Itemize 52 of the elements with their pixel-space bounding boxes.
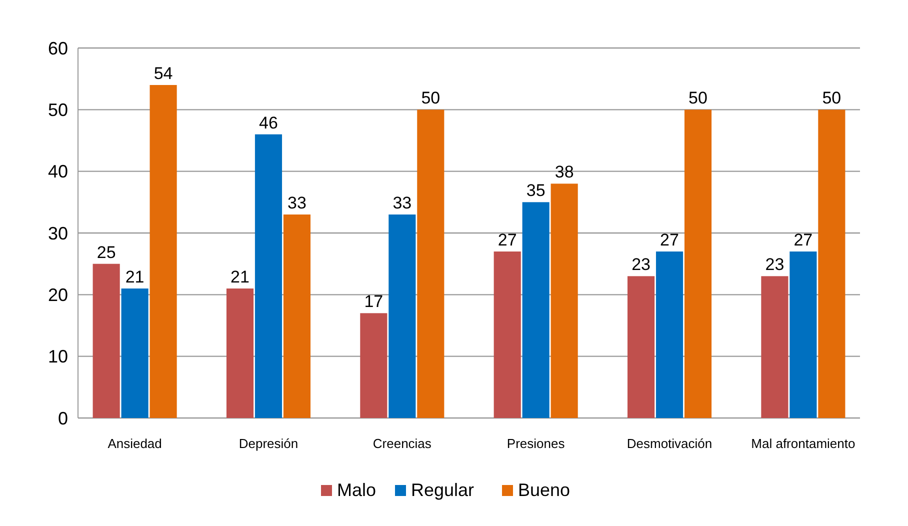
bar <box>226 288 254 418</box>
bar <box>92 264 120 418</box>
data-label: 17 <box>364 292 384 312</box>
bar <box>121 288 148 418</box>
x-tick-label: Creencias <box>372 436 432 451</box>
y-tick-label: 0 <box>58 408 68 428</box>
data-label: 35 <box>526 181 546 200</box>
x-tick-label: Mal afrontamiento <box>751 436 856 451</box>
bar <box>550 184 578 418</box>
data-label: 46 <box>259 113 278 132</box>
y-tick-label: 30 <box>48 223 68 244</box>
y-tick-label: 60 <box>48 38 68 58</box>
legend-label: Regular <box>411 480 474 500</box>
bar <box>254 134 282 418</box>
data-label: 33 <box>392 194 412 212</box>
bar <box>790 252 817 418</box>
legend-label: Malo <box>337 480 376 500</box>
data-label: 27 <box>794 230 813 250</box>
data-label: 27 <box>498 230 517 250</box>
data-label: 27 <box>660 230 679 250</box>
x-tick-label: Ansiedad <box>108 436 162 451</box>
bar <box>818 110 846 418</box>
y-tick-label: 10 <box>48 346 68 367</box>
bar <box>761 276 788 418</box>
data-label: 33 <box>288 194 306 212</box>
x-tick-label: Desmotivación <box>626 436 712 451</box>
data-label: 38 <box>554 162 574 182</box>
data-label: 50 <box>421 88 440 108</box>
bar <box>494 252 521 418</box>
bar <box>627 276 655 418</box>
data-label: 23 <box>632 255 650 274</box>
bar <box>283 214 311 418</box>
data-label: 21 <box>230 268 250 286</box>
data-label: 25 <box>96 242 116 262</box>
data-label: 50 <box>822 88 842 108</box>
y-tick-label: 20 <box>48 284 68 305</box>
x-tick-label: Presiones <box>506 436 566 451</box>
data-label: 50 <box>688 88 708 108</box>
y-tick-label: 50 <box>48 100 68 120</box>
legend-label: Bueno <box>518 480 570 500</box>
y-tick-label: 40 <box>48 162 68 182</box>
data-label: 23 <box>765 255 784 274</box>
data-label: 54 <box>154 64 173 83</box>
bar <box>388 214 416 418</box>
data-label: 21 <box>125 268 144 286</box>
bar <box>150 85 177 418</box>
x-tick-label: Depresión <box>238 436 298 451</box>
bar <box>656 252 684 418</box>
bar <box>684 110 712 418</box>
bar <box>417 110 444 418</box>
bar <box>522 202 550 418</box>
bar <box>360 313 388 418</box>
